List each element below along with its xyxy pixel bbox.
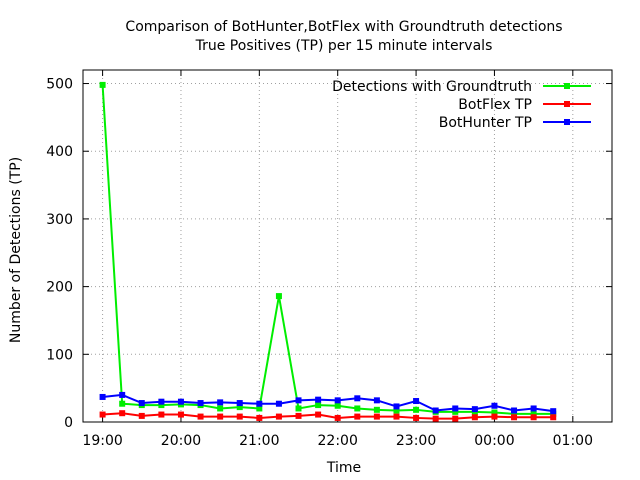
data-point-botflex-tp <box>119 410 126 417</box>
data-point-bothunter-tp <box>413 398 420 405</box>
data-point-bothunter-tp <box>550 408 557 415</box>
legend-label-botflex-tp: BotFlex TP <box>458 97 532 113</box>
data-point-detections-with-groundtruth <box>315 402 322 409</box>
y-tick-label: 200 <box>46 280 73 296</box>
data-point-bothunter-tp <box>511 407 518 414</box>
chart-subtitle: True Positives (TP) per 15 minute interv… <box>195 38 493 54</box>
data-point-botflex-tp <box>354 413 361 420</box>
data-point-bothunter-tp <box>177 398 184 405</box>
data-point-detections-with-groundtruth <box>275 293 282 300</box>
y-tick-label: 500 <box>46 77 73 93</box>
axis-ticks: 19:00 20:00 21:00 22:00 23:00 00:00 01:00 0 100 2… <box>46 70 612 449</box>
y-tick-label: 300 <box>46 212 73 228</box>
data-point-botflex-tp <box>393 413 400 420</box>
data-point-botflex-tp <box>99 411 106 418</box>
y-axis-label: Number of Detections (TP) <box>8 157 24 343</box>
data-point-bothunter-tp <box>432 407 439 414</box>
data-point-botflex-tp <box>432 415 439 422</box>
data-point-bothunter-tp <box>491 402 498 409</box>
data-series <box>99 81 557 422</box>
data-point-bothunter-tp <box>217 399 224 406</box>
data-point-bothunter-tp <box>471 406 478 413</box>
legend-label-detections-with-groundtruth: Detections with Groundtruth <box>332 79 532 95</box>
data-point-detections-with-groundtruth <box>373 406 380 413</box>
data-point-detections-with-groundtruth <box>158 402 165 409</box>
data-point-detections-with-groundtruth <box>511 410 518 417</box>
grid-lines <box>83 70 612 423</box>
data-point-botflex-tp <box>315 411 322 418</box>
data-point-bothunter-tp <box>99 393 106 400</box>
data-point-botflex-tp <box>256 414 263 421</box>
data-point-detections-with-groundtruth <box>413 406 420 413</box>
data-point-bothunter-tp <box>354 395 361 402</box>
data-point-bothunter-tp <box>334 397 341 404</box>
data-point-botflex-tp <box>217 413 224 420</box>
data-point-bothunter-tp <box>452 405 459 412</box>
y-tick-label: 0 <box>64 415 73 431</box>
data-point-botflex-tp <box>295 412 302 419</box>
data-point-botflex-tp <box>138 412 145 419</box>
data-point-detections-with-groundtruth <box>256 405 263 412</box>
data-point-bothunter-tp <box>393 403 400 410</box>
x-tick-label: 20:00 <box>161 433 201 449</box>
data-point-detections-with-groundtruth <box>491 409 498 416</box>
x-tick-label: 21:00 <box>239 433 279 449</box>
data-point-detections-with-groundtruth <box>217 405 224 412</box>
x-tick-label: 23:00 <box>396 433 436 449</box>
legend-swatch-point <box>564 83 570 89</box>
data-point-bothunter-tp <box>119 391 126 398</box>
x-tick-label: 19:00 <box>82 433 122 449</box>
data-point-detections-with-groundtruth <box>295 405 302 412</box>
data-point-botflex-tp <box>334 414 341 421</box>
data-point-botflex-tp <box>471 414 478 421</box>
data-point-detections-with-groundtruth <box>119 400 126 407</box>
data-point-bothunter-tp <box>373 397 380 404</box>
data-point-botflex-tp <box>373 413 380 420</box>
data-point-bothunter-tp <box>295 397 302 404</box>
series-line-botflex-tp <box>102 412 554 420</box>
series-line-detections-with-groundtruth <box>101 84 554 415</box>
data-point-bothunter-tp <box>158 398 165 405</box>
data-point-botflex-tp <box>550 414 557 421</box>
data-point-bothunter-tp <box>138 400 145 407</box>
plot-frame <box>82 69 613 423</box>
legend-swatch-point <box>564 119 570 125</box>
data-point-detections-with-groundtruth <box>236 404 243 411</box>
x-tick-label: 01:00 <box>553 433 593 449</box>
data-point-botflex-tp <box>275 413 282 420</box>
data-point-detections-with-groundtruth <box>354 405 361 412</box>
data-point-bothunter-tp <box>256 400 263 407</box>
x-tick-label: 00:00 <box>474 433 514 449</box>
data-point-detections-with-groundtruth <box>452 408 459 415</box>
x-axis-label: Time <box>326 460 361 476</box>
data-point-botflex-tp <box>197 413 204 420</box>
data-point-botflex-tp <box>236 413 243 420</box>
y-tick-label: 400 <box>46 144 73 160</box>
data-point-botflex-tp <box>413 414 420 421</box>
legend: Detections with Groundtruth BotFlex TP Bot… <box>332 79 591 131</box>
legend-swatch-point <box>564 101 570 107</box>
data-point-bothunter-tp <box>197 400 204 407</box>
data-point-detections-with-groundtruth <box>393 407 400 414</box>
data-point-bothunter-tp <box>315 396 322 403</box>
data-point-botflex-tp <box>158 411 165 418</box>
data-point-detections-with-groundtruth <box>530 410 537 417</box>
data-point-bothunter-tp <box>275 400 282 407</box>
legend-label-bothunter-tp: BotHunter TP <box>439 115 532 131</box>
data-point-bothunter-tp <box>236 400 243 407</box>
x-tick-label: 22:00 <box>318 433 358 449</box>
data-point-botflex-tp <box>177 411 184 418</box>
data-point-botflex-tp <box>491 413 498 420</box>
data-point-detections-with-groundtruth <box>334 402 341 409</box>
data-point-botflex-tp <box>530 414 537 421</box>
data-point-botflex-tp <box>511 414 518 421</box>
data-point-botflex-tp <box>452 415 459 422</box>
y-tick-label: 100 <box>46 347 73 363</box>
data-point-detections-with-groundtruth <box>99 81 106 88</box>
series-line-bothunter-tp <box>102 393 554 413</box>
chart-title: Comparison of BotHunter,BotFlex with Gro… <box>125 19 562 35</box>
data-point-bothunter-tp <box>530 405 537 412</box>
